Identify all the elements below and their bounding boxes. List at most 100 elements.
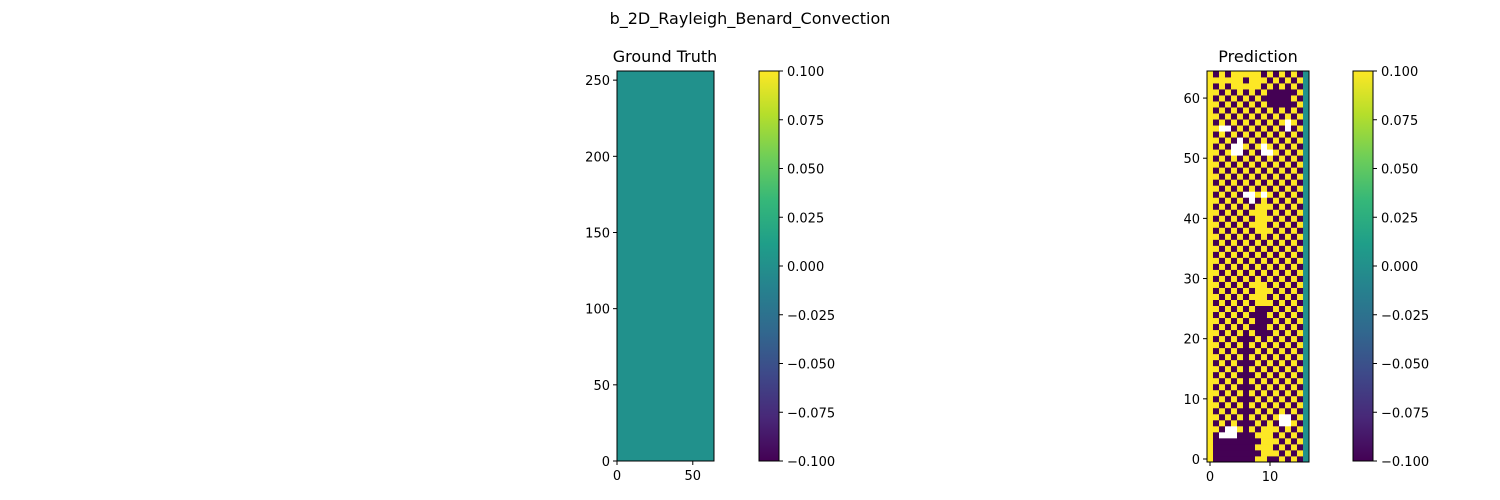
prediction-cell bbox=[1285, 455, 1292, 463]
prediction-cell bbox=[1255, 287, 1262, 294]
prediction-cell bbox=[1273, 83, 1280, 90]
prediction-cell bbox=[1243, 89, 1250, 96]
prediction-cell bbox=[1291, 209, 1298, 216]
prediction-cell bbox=[1219, 317, 1226, 325]
prediction-cell bbox=[1237, 95, 1244, 102]
prediction-cell bbox=[1219, 305, 1226, 313]
prediction-cell bbox=[1297, 209, 1304, 216]
prediction-cell bbox=[1243, 365, 1250, 373]
prediction-cell bbox=[1285, 209, 1292, 216]
prediction-cell bbox=[1297, 437, 1304, 445]
prediction-cell bbox=[1207, 377, 1214, 385]
prediction-cell bbox=[1231, 89, 1238, 96]
prediction-cell bbox=[1207, 269, 1214, 276]
prediction-cell bbox=[1231, 245, 1238, 252]
prediction-cell bbox=[1303, 329, 1310, 337]
prediction-cell bbox=[1291, 437, 1298, 445]
prediction-cell bbox=[1237, 143, 1244, 150]
prediction-cell bbox=[1237, 239, 1244, 246]
prediction-cell bbox=[1285, 317, 1292, 325]
prediction-cell bbox=[1303, 431, 1310, 439]
prediction-cell bbox=[1213, 305, 1220, 313]
prediction-y-tick-label: 50 bbox=[1183, 152, 1200, 167]
prediction-cell bbox=[1279, 155, 1286, 162]
prediction-cell bbox=[1273, 437, 1280, 445]
prediction-cell bbox=[1267, 107, 1274, 114]
prediction-cell bbox=[1207, 347, 1214, 355]
prediction-cell bbox=[1267, 383, 1274, 391]
prediction-cell bbox=[1231, 341, 1238, 349]
prediction-cell bbox=[1243, 233, 1250, 240]
prediction-cell bbox=[1237, 233, 1244, 240]
prediction-cell bbox=[1255, 257, 1262, 264]
prediction-cell bbox=[1225, 251, 1232, 258]
prediction-cell bbox=[1219, 173, 1226, 180]
prediction-cell bbox=[1231, 329, 1238, 337]
prediction-cell bbox=[1213, 407, 1220, 415]
prediction-cell bbox=[1261, 329, 1268, 337]
prediction-cell bbox=[1255, 161, 1262, 168]
ground-truth-colorbar-ticks: −0.100 −0.075 −0.050 −0.025 0.000 0.025 0.050 0… bbox=[779, 65, 835, 470]
prediction-cell bbox=[1249, 269, 1256, 276]
prediction-cell bbox=[1255, 221, 1262, 228]
prediction-cell bbox=[1297, 449, 1304, 457]
prediction-cell bbox=[1249, 413, 1256, 421]
prediction-cell bbox=[1285, 227, 1292, 234]
prediction-cell bbox=[1279, 263, 1286, 270]
prediction-cell bbox=[1249, 179, 1256, 186]
prediction-cell bbox=[1261, 299, 1268, 306]
prediction-cell bbox=[1279, 161, 1286, 168]
prediction-panel: Prediction 0 10 20 30 40 50 60 0 10 bbox=[1183, 47, 1310, 485]
prediction-cell bbox=[1255, 275, 1262, 282]
prediction-cell bbox=[1303, 71, 1310, 78]
prediction-cell bbox=[1285, 293, 1292, 300]
prediction-cell bbox=[1231, 413, 1238, 421]
prediction-cell bbox=[1273, 371, 1280, 379]
prediction-cell bbox=[1231, 347, 1238, 355]
prediction-cell bbox=[1279, 173, 1286, 180]
prediction-cell bbox=[1255, 401, 1262, 409]
prediction-cell bbox=[1207, 191, 1214, 198]
prediction-cell bbox=[1297, 143, 1304, 150]
prediction-cell bbox=[1285, 77, 1292, 84]
prediction-cell bbox=[1267, 173, 1274, 180]
prediction-cell bbox=[1231, 83, 1238, 90]
prediction-cell bbox=[1303, 335, 1310, 343]
prediction-cell bbox=[1291, 101, 1298, 108]
prediction-cell bbox=[1273, 431, 1280, 439]
prediction-cell bbox=[1225, 83, 1232, 90]
prediction-cell bbox=[1219, 161, 1226, 168]
prediction-cell bbox=[1267, 323, 1274, 331]
prediction-cell bbox=[1261, 77, 1268, 84]
prediction-cell bbox=[1297, 155, 1304, 162]
prediction-cell bbox=[1291, 335, 1298, 343]
ground-truth-colorbar-tick-label: 0.000 bbox=[787, 260, 824, 275]
prediction-cell bbox=[1231, 137, 1238, 144]
prediction-cell bbox=[1267, 71, 1274, 78]
prediction-cell bbox=[1255, 269, 1262, 276]
prediction-cell bbox=[1279, 413, 1286, 421]
prediction-cell bbox=[1273, 221, 1280, 228]
prediction-cell bbox=[1303, 377, 1310, 385]
prediction-cell bbox=[1279, 89, 1286, 96]
prediction-cell bbox=[1219, 341, 1226, 349]
prediction-cell bbox=[1249, 281, 1256, 288]
prediction-cell bbox=[1219, 155, 1226, 162]
prediction-cell bbox=[1267, 203, 1274, 210]
prediction-cell bbox=[1243, 269, 1250, 276]
prediction-colorbar-tick-label: −0.075 bbox=[1381, 406, 1429, 421]
prediction-cell bbox=[1267, 437, 1274, 445]
prediction-cell bbox=[1273, 275, 1280, 282]
prediction-cell bbox=[1297, 407, 1304, 415]
prediction-cell bbox=[1231, 383, 1238, 391]
ground-truth-y-tick-label: 100 bbox=[585, 303, 610, 318]
prediction-cell bbox=[1291, 143, 1298, 150]
prediction-cell bbox=[1267, 143, 1274, 150]
prediction-cell bbox=[1267, 359, 1274, 367]
prediction-cell bbox=[1231, 107, 1238, 114]
prediction-cell bbox=[1273, 413, 1280, 421]
prediction-cell bbox=[1279, 191, 1286, 198]
prediction-cell bbox=[1255, 131, 1262, 138]
prediction-cell bbox=[1231, 185, 1238, 192]
prediction-cell bbox=[1273, 125, 1280, 132]
